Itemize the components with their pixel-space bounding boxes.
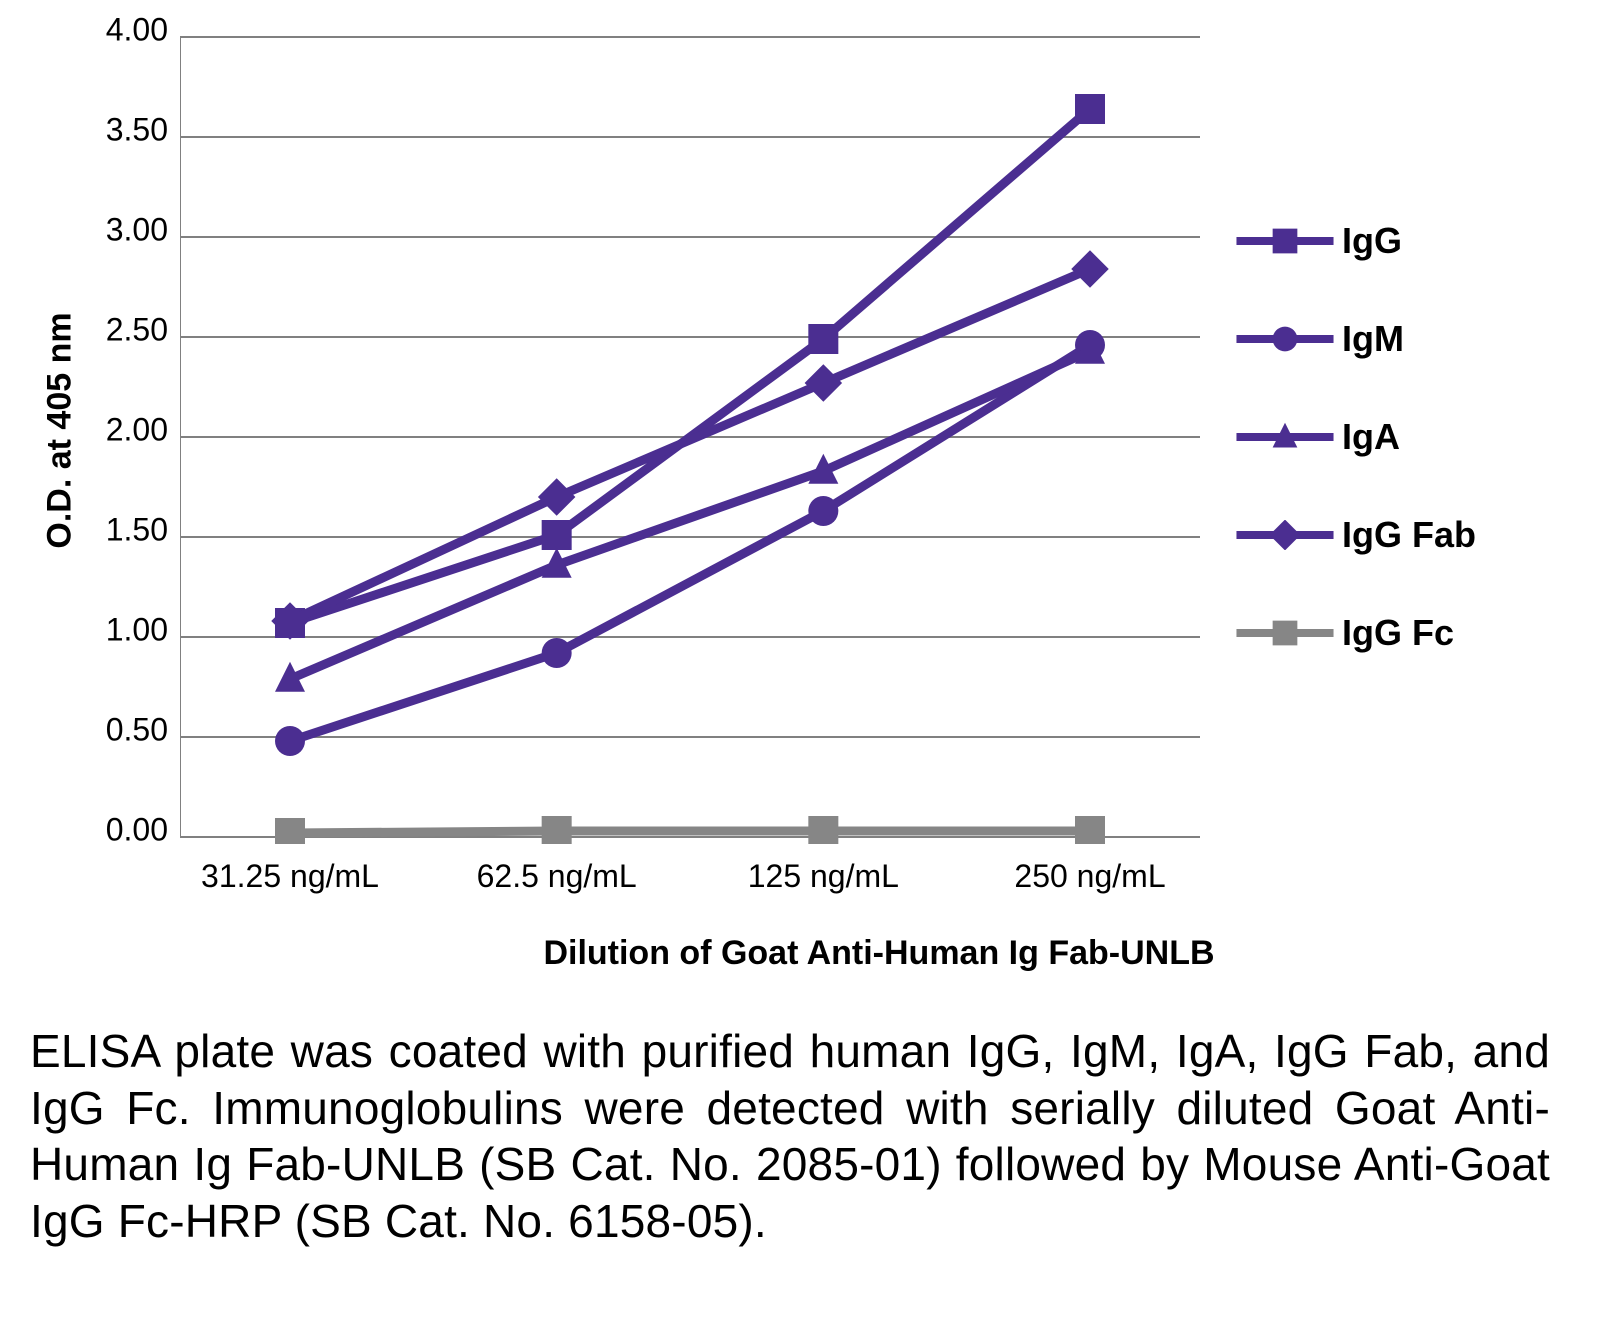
legend-label: IgM bbox=[1342, 318, 1404, 360]
legend-item: IgG Fab bbox=[1230, 514, 1476, 556]
legend-swatch bbox=[1230, 520, 1340, 550]
legend-label: IgG Fab bbox=[1342, 514, 1476, 556]
legend-swatch bbox=[1230, 324, 1340, 354]
legend-label: IgG Fc bbox=[1342, 612, 1454, 654]
legend-label: IgA bbox=[1342, 416, 1400, 458]
legend-swatch bbox=[1230, 422, 1340, 452]
x-tick-row: 31.25 ng/mL 62.5 ng/mL 125 ng/mL 250 ng/mL bbox=[180, 844, 1200, 904]
legend-swatch bbox=[1230, 618, 1340, 648]
x-tick-label: 125 ng/mL bbox=[748, 858, 899, 895]
plot-area bbox=[180, 30, 1200, 844]
legend-item: IgG Fc bbox=[1230, 612, 1476, 654]
legend: IgG IgM IgA IgG Fab IgG Fc bbox=[1230, 220, 1476, 710]
y-tick-label: 1.50 bbox=[106, 512, 168, 549]
y-tick-label: 1.00 bbox=[106, 612, 168, 649]
y-tick-label: 2.00 bbox=[106, 412, 168, 449]
y-tick-label: 0.50 bbox=[106, 712, 168, 749]
y-tick-label: 3.00 bbox=[106, 212, 168, 249]
chart-svg bbox=[180, 30, 1200, 844]
legend-label: IgG bbox=[1342, 220, 1402, 262]
y-tick-label: 2.50 bbox=[106, 312, 168, 349]
x-tick-label: 250 ng/mL bbox=[1014, 858, 1165, 895]
legend-item: IgG bbox=[1230, 220, 1476, 262]
y-tick-label: 0.00 bbox=[106, 812, 168, 849]
figure-caption: ELISA plate was coated with purified hum… bbox=[30, 1023, 1550, 1249]
legend-swatch bbox=[1230, 226, 1340, 256]
y-tick-column: 0.000.501.001.502.002.503.003.504.00 bbox=[90, 30, 180, 830]
ylabel-wrap: O.D. at 405 nm bbox=[30, 30, 90, 830]
legend-item: IgA bbox=[1230, 416, 1476, 458]
y-axis-label: O.D. at 405 nm bbox=[41, 312, 80, 548]
x-axis-label: Dilution of Goat Anti-Human Ig Fab-UNLB bbox=[180, 934, 1578, 973]
x-tick-label: 62.5 ng/mL bbox=[477, 858, 637, 895]
legend-item: IgM bbox=[1230, 318, 1476, 360]
y-tick-label: 4.00 bbox=[106, 12, 168, 49]
x-axis-label-text: Dilution of Goat Anti-Human Ig Fab-UNLB bbox=[369, 934, 1389, 973]
x-tick-label: 31.25 ng/mL bbox=[201, 858, 379, 895]
chart-row: O.D. at 405 nm 0.000.501.001.502.002.503… bbox=[30, 30, 1578, 844]
y-tick-label: 3.50 bbox=[106, 112, 168, 149]
elisa-figure: O.D. at 405 nm 0.00 0.50 1.00 1.50 2.00 2.50 3… bbox=[30, 30, 1578, 1249]
